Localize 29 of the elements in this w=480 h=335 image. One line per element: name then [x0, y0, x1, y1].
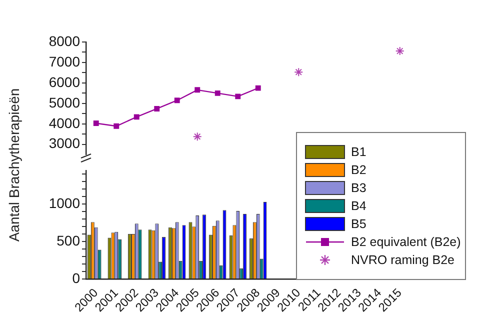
y-tick-label: 7000: [48, 53, 80, 70]
legend-label: B2 equivalent (B2e): [351, 235, 461, 249]
point: [294, 68, 304, 77]
legend-label: B1: [351, 145, 366, 159]
y-tick-label: 0: [72, 270, 80, 286]
legend-label: B2: [351, 163, 366, 177]
y-axis-title: Aantal Brachytherapieën: [6, 88, 22, 242]
legend-label: B5: [351, 217, 366, 231]
y-tick-label: 3000: [48, 135, 80, 152]
legend-label: NVRO raming B2e: [351, 253, 455, 267]
point: [93, 120, 99, 126]
point: [192, 132, 202, 142]
point: [154, 106, 160, 112]
point: [194, 87, 200, 93]
y-tick-label: 5000: [48, 94, 80, 110]
y-tick-label: 1000: [48, 194, 80, 211]
y-tick-label: 500: [56, 232, 80, 248]
legend-label: B3: [351, 181, 366, 195]
y-tick-label: 8000: [48, 32, 80, 49]
legend-label: B4: [351, 199, 366, 213]
point: [174, 98, 180, 104]
point: [395, 46, 404, 56]
point: [255, 85, 261, 91]
point: [114, 123, 120, 129]
y-tick-label: 6000: [48, 74, 80, 90]
point: [134, 114, 140, 120]
y-tick-label: 4000: [48, 114, 80, 131]
point: [214, 90, 220, 96]
point: [235, 94, 241, 100]
